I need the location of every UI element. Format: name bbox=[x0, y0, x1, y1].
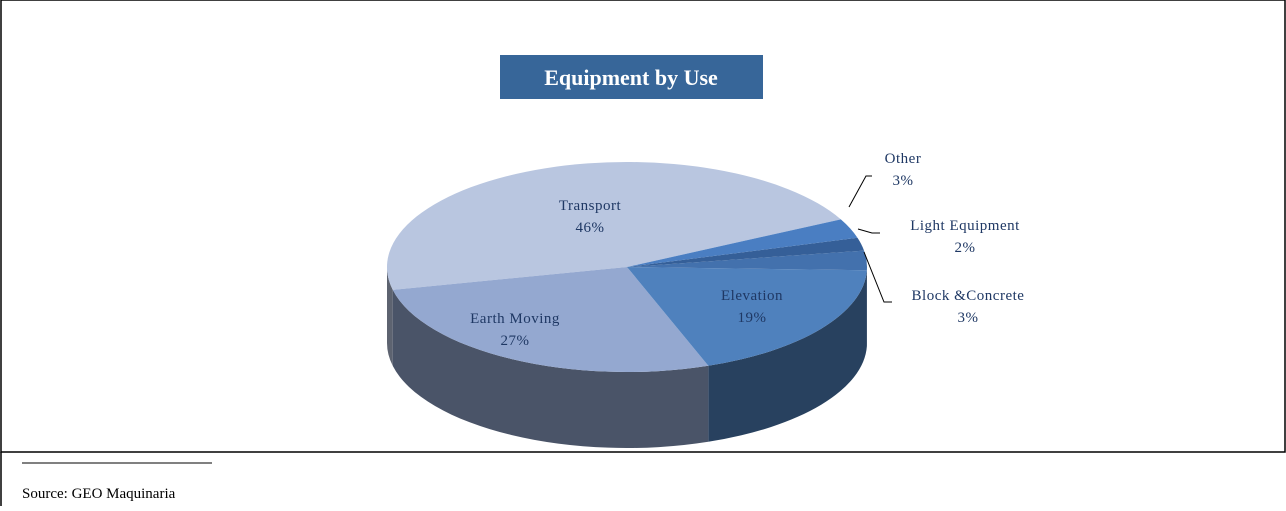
slice-value-label: 27% bbox=[501, 333, 530, 349]
leader-line bbox=[849, 176, 872, 207]
slice-label: Block &Concrete bbox=[912, 288, 1025, 304]
tops bbox=[387, 162, 867, 372]
slice-label: Other bbox=[885, 151, 922, 167]
slice-value-label: 3% bbox=[958, 310, 979, 326]
chart-title: Equipment by Use bbox=[544, 65, 718, 90]
slice-label: Earth Moving bbox=[470, 311, 560, 327]
leader-line bbox=[858, 229, 880, 233]
slice-label: Elevation bbox=[721, 288, 783, 304]
leader-line bbox=[864, 252, 892, 302]
source: Source: GEO Maquinaria bbox=[22, 486, 176, 502]
pie bbox=[387, 162, 867, 448]
slice-value-label: 19% bbox=[738, 310, 767, 326]
slice-value-label: 2% bbox=[955, 240, 976, 256]
slice-value-label: 3% bbox=[893, 173, 914, 189]
slice-label: Transport bbox=[559, 198, 622, 214]
slice-label: Light Equipment bbox=[910, 218, 1020, 234]
slice-value-label: 46% bbox=[576, 220, 605, 236]
